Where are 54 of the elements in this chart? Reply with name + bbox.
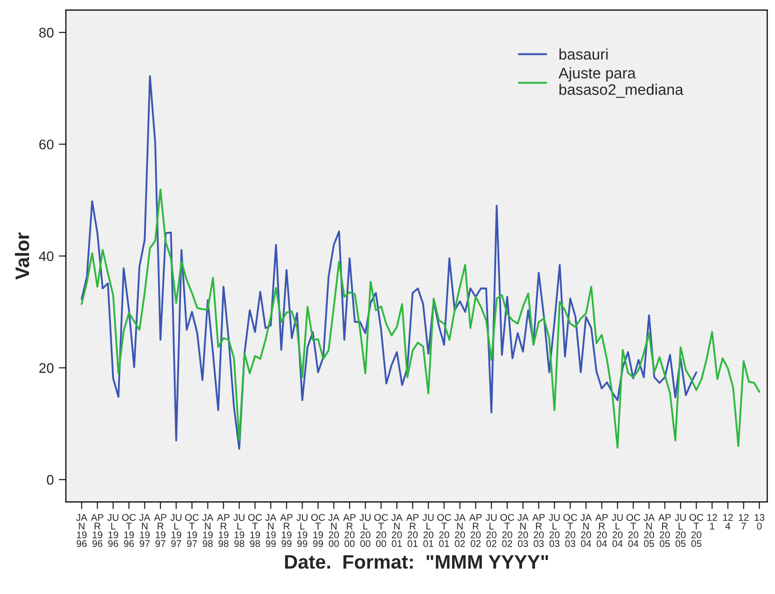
- x-tick-label: JAN 2003: [517, 514, 529, 548]
- x-tick-label: OCT 2002: [500, 514, 514, 548]
- x-tick-label: OCT 2005: [689, 514, 704, 548]
- x-tick-label: OCT 2004: [626, 514, 640, 548]
- x-tick-label: JUL 2001: [422, 514, 434, 548]
- x-tick-label: JAN 2002: [454, 514, 466, 548]
- x-tick-label: JAN 2004: [580, 514, 592, 548]
- x-tick-label: 124: [723, 514, 733, 530]
- y-tick-label: 60: [39, 140, 54, 150]
- x-tick-label: APR 2001: [406, 514, 419, 548]
- x-tick-label: OCT 1997: [185, 514, 199, 548]
- x-tick-label: JUL 1998: [233, 514, 244, 548]
- x-tick-label: JAN 1997: [139, 514, 150, 548]
- x-tick-label: APR 2005: [658, 514, 671, 548]
- x-tick-label: JUL 2005: [674, 514, 686, 548]
- x-tick-label: 121: [707, 514, 718, 530]
- y-tick-label: 0: [46, 474, 54, 485]
- x-tick-label: OCT 2003: [563, 514, 578, 548]
- line-series: [80, 188, 760, 449]
- y-tick-label: 40: [38, 251, 54, 262]
- x-tick-label: JUL 2000: [360, 514, 371, 548]
- x-tick-label: 130: [754, 514, 764, 530]
- x-tick-label: APR 2002: [469, 514, 482, 548]
- x-tick-label: OCT 2000: [374, 514, 388, 548]
- x-tick-label: JAN 2000: [328, 514, 340, 548]
- x-tick-label: APR 1997: [154, 514, 166, 548]
- x-tick-label: APR 1999: [280, 514, 293, 548]
- x-tick-label: APR 2003: [532, 514, 545, 548]
- x-tick-label: 127: [738, 514, 749, 530]
- x-tick-label: JAN 1999: [265, 514, 276, 548]
- x-tick-label: OCT 1996: [122, 514, 136, 548]
- x-tick-label: JUL 2003: [548, 514, 560, 548]
- x-tick-label: JUL 1999: [296, 514, 308, 548]
- y-tick-label: 20: [39, 363, 54, 373]
- x-tick-label: JAN 2001: [391, 514, 403, 548]
- legend-label: Ajuste para basaso2_mediana: [558, 67, 684, 98]
- x-tick-label: OCT 2001: [437, 514, 452, 548]
- x-tick-label: APR 2004: [595, 514, 608, 548]
- x-tick-label: JAN 1998: [202, 514, 214, 548]
- x-tick-label: JUL 1997: [170, 514, 182, 548]
- x-tick-label: JAN 2005: [644, 514, 655, 548]
- x-tick-label: OCT 1998: [248, 514, 262, 548]
- x-axis-title: Date. Format: "MMM YYYY": [285, 555, 548, 569]
- x-tick-label: OCT 1999: [311, 514, 325, 548]
- x-tick-label: APR 1996: [90, 514, 104, 548]
- x-tick-label: APR 1998: [217, 514, 230, 548]
- x-tick-label: JUL 1996: [107, 514, 118, 548]
- legend-label: basauri: [559, 48, 608, 60]
- x-tick-label: APR 2000: [343, 514, 356, 548]
- y-axis-title: Valor: [14, 232, 30, 280]
- x-tick-label: JUL 2002: [486, 514, 497, 548]
- x-tick-label: JUL 2004: [612, 514, 623, 548]
- x-tick-label: JAN 1996: [76, 514, 88, 548]
- y-tick-label: 80: [39, 28, 54, 38]
